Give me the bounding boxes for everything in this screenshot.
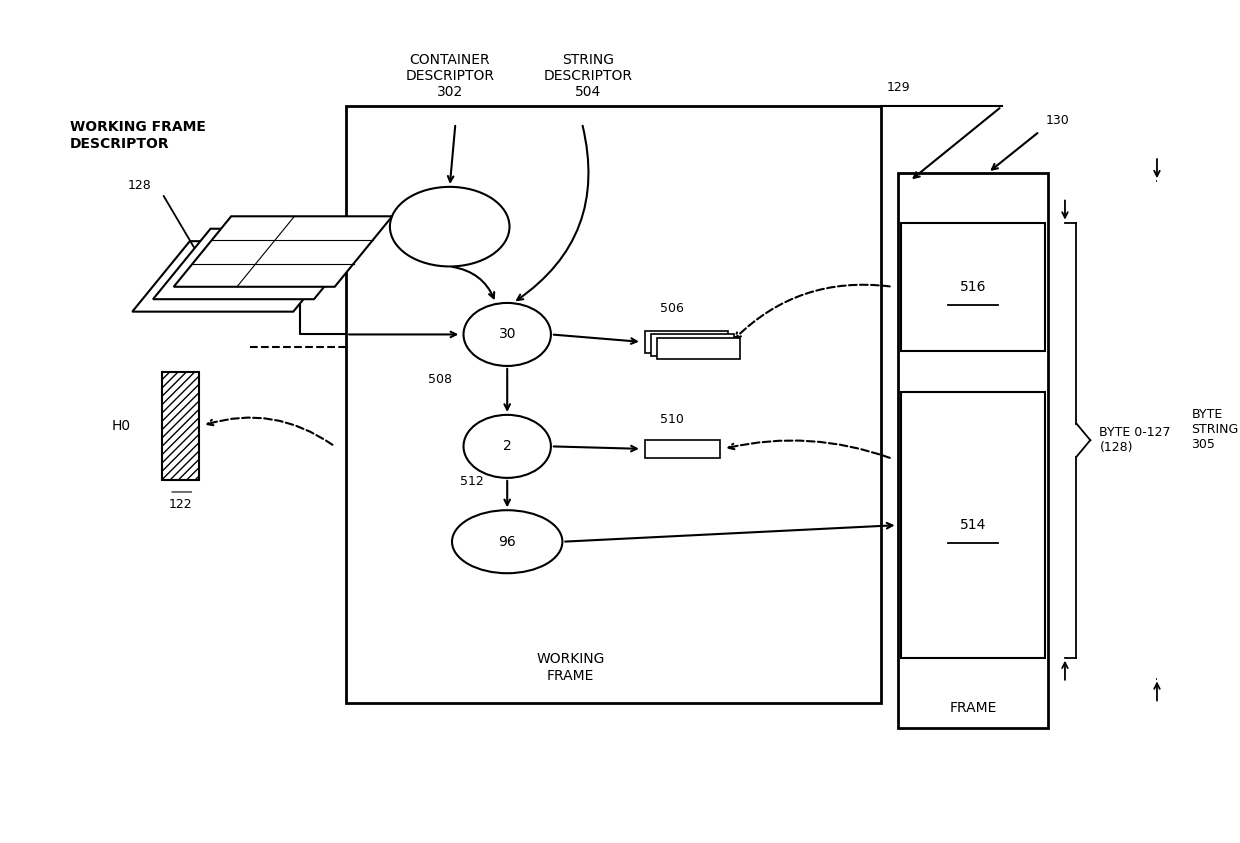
Bar: [901, 393, 1045, 658]
Bar: [657, 338, 739, 359]
Bar: [162, 372, 198, 480]
Text: 128: 128: [128, 179, 151, 191]
Text: STRING
DESCRIPTOR
504: STRING DESCRIPTOR 504: [543, 52, 632, 99]
Text: 30: 30: [498, 327, 516, 341]
Text: 512: 512: [460, 475, 484, 488]
Text: 130: 130: [1045, 114, 1069, 127]
Text: 510: 510: [660, 413, 683, 427]
Bar: [901, 223, 1045, 351]
Bar: [645, 331, 728, 352]
Text: WORKING
FRAME: WORKING FRAME: [536, 652, 605, 683]
Text: 122: 122: [169, 498, 192, 511]
Ellipse shape: [389, 187, 510, 266]
Bar: [645, 440, 720, 458]
Text: WORKING FRAME
DESCRIPTOR: WORKING FRAME DESCRIPTOR: [71, 121, 206, 151]
Bar: [651, 335, 734, 356]
Bar: [898, 173, 1048, 728]
Text: 96: 96: [498, 534, 516, 549]
Text: 508: 508: [428, 373, 453, 386]
Polygon shape: [133, 241, 351, 312]
Polygon shape: [153, 228, 372, 299]
Text: H0: H0: [112, 419, 131, 432]
Bar: [346, 106, 880, 703]
Text: 129: 129: [887, 81, 910, 94]
Ellipse shape: [464, 415, 551, 478]
Text: 2: 2: [503, 439, 512, 454]
Text: 514: 514: [960, 518, 986, 532]
Text: BYTE 0-127
(128): BYTE 0-127 (128): [1100, 427, 1171, 454]
Text: CONTAINER
DESCRIPTOR
302: CONTAINER DESCRIPTOR 302: [405, 52, 495, 99]
Polygon shape: [174, 217, 392, 287]
Text: 516: 516: [960, 280, 986, 293]
Ellipse shape: [464, 303, 551, 366]
Text: BYTE
STRING
305: BYTE STRING 305: [1192, 408, 1239, 451]
Text: FRAME: FRAME: [950, 701, 997, 715]
Text: 506: 506: [660, 303, 683, 315]
Ellipse shape: [453, 510, 563, 573]
